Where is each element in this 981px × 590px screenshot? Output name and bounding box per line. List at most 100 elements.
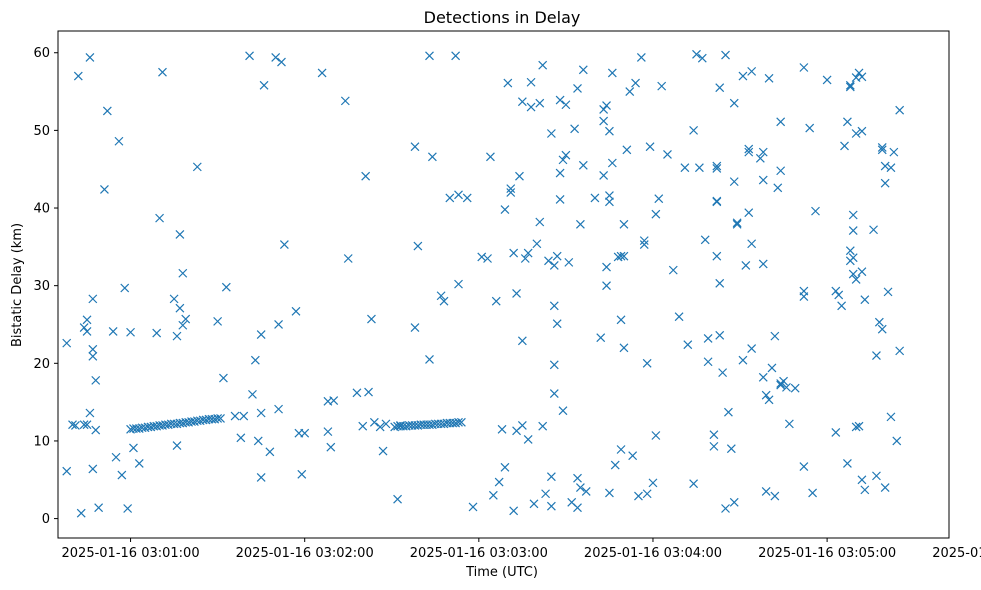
- y-tick-label: 40: [33, 202, 50, 217]
- data-point-marker: [782, 382, 791, 392]
- data-point-marker: [494, 477, 504, 487]
- data-point-marker: [529, 499, 539, 509]
- data-point-marker: [172, 441, 182, 451]
- data-point-marker: [848, 269, 858, 279]
- data-point-marker: [619, 343, 629, 353]
- data-point-marker: [82, 420, 92, 430]
- data-point-marker: [427, 152, 437, 162]
- data-point-marker: [726, 444, 736, 454]
- data-point-marker: [718, 368, 728, 378]
- data-point-marker: [126, 327, 135, 337]
- data-point-marker: [680, 163, 690, 173]
- data-point-marker: [88, 351, 98, 361]
- data-point-marker: [845, 246, 855, 256]
- data-point-marker: [248, 389, 257, 399]
- data-point-marker: [230, 411, 240, 421]
- data-point-marker: [175, 229, 185, 239]
- data-point-marker: [837, 301, 847, 311]
- data-point-marker: [877, 324, 887, 334]
- data-point-marker: [770, 491, 780, 501]
- data-point-marker: [886, 163, 896, 173]
- data-point-marker: [62, 338, 72, 348]
- data-point-marker: [88, 294, 98, 304]
- data-point-marker: [94, 503, 104, 513]
- data-point-marker: [456, 417, 466, 427]
- data-point-marker: [845, 82, 855, 92]
- data-point-marker: [181, 314, 191, 324]
- data-point-marker: [552, 319, 562, 329]
- y-tick-label: 60: [33, 46, 50, 61]
- data-point-marker: [602, 262, 611, 272]
- data-point-marker: [317, 68, 327, 78]
- y-tick-label: 30: [33, 279, 50, 294]
- data-point-marker: [634, 491, 643, 501]
- data-point-marker: [596, 333, 606, 343]
- data-point-marker: [68, 420, 77, 430]
- data-point-marker: [213, 414, 223, 423]
- data-point-marker: [616, 251, 626, 261]
- data-point-marker: [805, 123, 815, 133]
- data-point-marker: [425, 51, 434, 61]
- data-point-marker: [639, 236, 649, 246]
- data-point-marker: [729, 177, 739, 187]
- data-point-marker: [152, 328, 162, 338]
- data-point-marker: [410, 323, 420, 333]
- data-point-marker: [808, 488, 818, 498]
- data-point-marker: [439, 296, 449, 306]
- data-point-marker: [607, 158, 617, 168]
- data-point-marker: [549, 360, 559, 370]
- x-tick-label: 2025-01-16 03:01:00: [62, 546, 200, 561]
- data-point-marker: [497, 424, 507, 434]
- data-point-marker: [761, 486, 771, 496]
- data-point-marker: [857, 72, 867, 82]
- data-point-marker: [175, 303, 185, 313]
- data-point-marker: [880, 161, 890, 171]
- data-point-marker: [857, 267, 867, 277]
- data-point-marker: [721, 504, 730, 513]
- data-point-marker: [468, 502, 478, 512]
- data-point-marker: [889, 147, 899, 157]
- data-point-marker: [599, 116, 609, 126]
- data-point-marker: [779, 376, 788, 386]
- data-point-marker: [564, 257, 574, 267]
- data-point-marker: [848, 210, 858, 220]
- data-point-marker: [79, 420, 89, 430]
- data-point-marker: [291, 306, 301, 316]
- data-point-marker: [73, 71, 83, 81]
- data-point-marker: [178, 268, 188, 278]
- data-point-marker: [172, 331, 182, 341]
- data-point-marker: [738, 355, 748, 365]
- x-tick-label: 2025-01-16 03:03:00: [410, 546, 548, 561]
- data-point-marker: [158, 67, 167, 77]
- data-point-marker: [651, 431, 661, 440]
- data-point-marker: [425, 354, 434, 364]
- data-point-marker: [326, 442, 336, 452]
- data-point-marker: [219, 373, 228, 383]
- data-point-marker: [648, 478, 658, 488]
- data-point-marker: [381, 419, 391, 429]
- data-point-marker: [361, 171, 371, 181]
- data-point-marker: [605, 488, 614, 498]
- x-tick-label: 2025-01-16 03:05:00: [758, 546, 896, 561]
- data-point-marker: [117, 470, 127, 480]
- x-tick-label: 2025-01-16 03:02:00: [236, 546, 374, 561]
- data-point-marker: [343, 254, 353, 263]
- data-point-marker: [848, 253, 858, 263]
- chart-title: Detections in Delay: [424, 8, 581, 27]
- data-point-marker: [851, 275, 861, 284]
- data-point-marker: [747, 344, 757, 353]
- data-point-marker: [709, 441, 719, 451]
- data-point-marker: [642, 358, 652, 368]
- data-point-marker: [62, 466, 72, 476]
- data-point-marker: [877, 143, 887, 152]
- data-point-marker: [692, 49, 701, 59]
- data-point-marker: [602, 101, 611, 110]
- data-point-marker: [239, 411, 249, 421]
- data-point-marker: [619, 219, 629, 229]
- data-point-marker: [265, 447, 275, 457]
- data-point-marker: [599, 104, 609, 114]
- data-point-marker: [848, 226, 858, 235]
- data-point-marker: [546, 129, 556, 138]
- data-point-marker: [703, 334, 713, 343]
- scatter-points: [62, 49, 905, 518]
